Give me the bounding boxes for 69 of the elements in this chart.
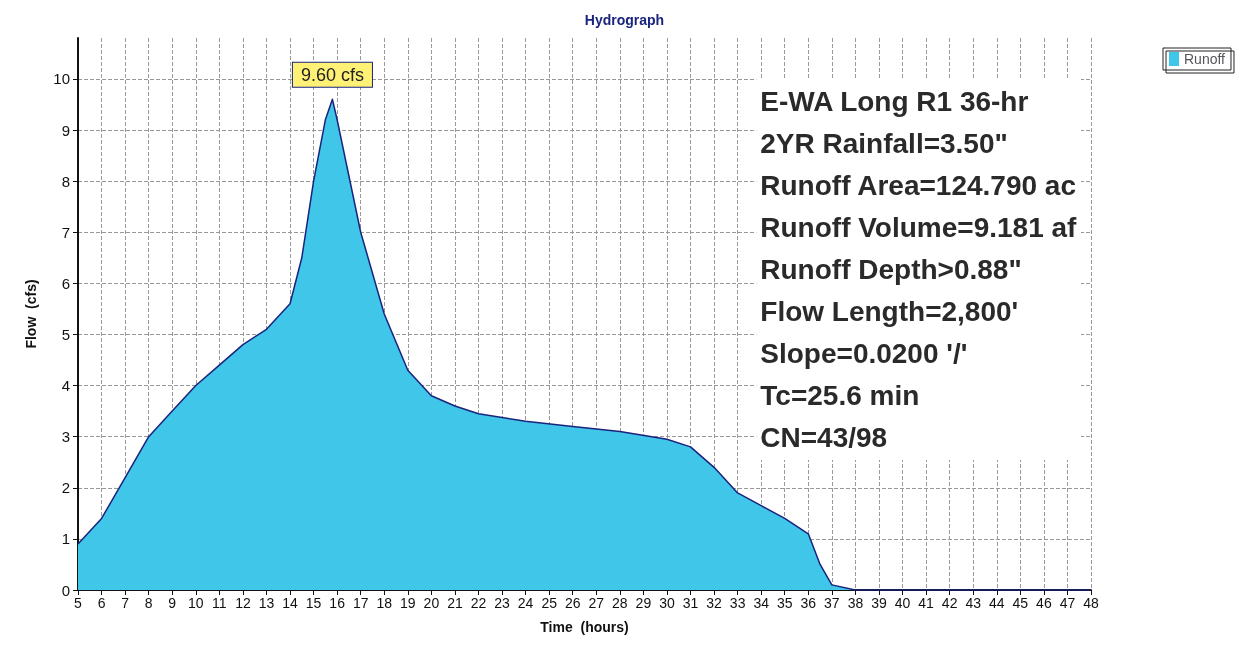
x-tick-label: 14 <box>282 595 299 611</box>
annotation: CN=43/98 <box>760 421 888 453</box>
x-tick-label: 9 <box>168 595 177 611</box>
x-tick-label: 32 <box>706 595 723 611</box>
y-tick-label: 6 <box>61 274 70 292</box>
x-tick-label: 33 <box>729 595 746 611</box>
y-axis-title: Flow (cfs) <box>23 279 39 349</box>
annotation: Runoff Depth>0.88" <box>760 253 1022 285</box>
x-tick-label: 48 <box>1083 595 1099 611</box>
x-tick-label: 31 <box>682 595 699 611</box>
x-tick-label: 34 <box>753 595 770 611</box>
x-tick-label: 13 <box>258 595 275 611</box>
x-tick-label: 17 <box>352 595 369 611</box>
x-axis-title: Time (hours) <box>540 619 629 635</box>
x-tick-label: 5 <box>74 595 83 611</box>
x-tick-label: 11 <box>212 595 227 611</box>
x-tick-label: 28 <box>612 595 628 611</box>
x-tick-label: 44 <box>988 595 1005 611</box>
x-tick-label: 27 <box>588 595 605 611</box>
x-tick-label: 35 <box>776 595 793 611</box>
x-tick-label: 6 <box>97 595 106 611</box>
x-tick-label: 47 <box>1059 595 1076 611</box>
x-tick-label: 7 <box>121 595 130 611</box>
annotation: Runoff Volume=9.181 af <box>760 211 1078 243</box>
annotation: E-WA Long R1 36-hr <box>760 85 1029 117</box>
x-tick-label: 24 <box>517 595 534 611</box>
chart-title: Hydrograph <box>584 12 665 28</box>
y-tick-label: 10 <box>53 70 70 88</box>
x-tick-label: 10 <box>188 595 204 611</box>
annotation: 2YR Rainfall=3.50" <box>760 127 1008 159</box>
x-tick-label: 38 <box>847 595 864 611</box>
x-tick-label: 37 <box>824 595 840 611</box>
y-tick-label: 8 <box>61 172 70 190</box>
y-tick-label: 4 <box>61 377 70 395</box>
x-tick-label: 22 <box>470 595 487 611</box>
x-tick-label: 21 <box>447 595 463 611</box>
x-tick-label: 41 <box>918 595 935 611</box>
x-tick-label: 16 <box>329 595 346 611</box>
annotation: Flow Length=2,800' <box>760 295 1019 327</box>
y-tick-label: 5 <box>61 325 70 343</box>
x-tick-label: 40 <box>894 595 911 611</box>
y-tick-label: 2 <box>61 479 70 497</box>
annotation: Slope=0.0200 '/' <box>760 337 968 369</box>
y-tick-label: 9 <box>61 121 70 139</box>
x-tick-label: 26 <box>564 595 581 611</box>
x-tick-label: 36 <box>800 595 817 611</box>
x-tick-label: 12 <box>235 595 251 611</box>
x-tick-label: 30 <box>659 595 675 611</box>
annotation: 9.60 cfs <box>300 64 364 85</box>
y-tick-label: 0 <box>61 581 70 599</box>
x-tick-label: 39 <box>871 595 887 611</box>
x-tick-label: 25 <box>541 595 558 611</box>
annotation: Runoff Area=124.790 ac <box>760 169 1076 201</box>
y-tick-label: 3 <box>61 428 70 446</box>
x-tick-label: 42 <box>941 595 958 611</box>
x-tick-label: 29 <box>635 595 652 611</box>
x-tick-label: 20 <box>423 595 440 611</box>
y-tick-label: 7 <box>61 223 70 241</box>
x-tick-label: 19 <box>400 595 416 611</box>
x-tick-label: 23 <box>494 595 511 611</box>
x-tick-label: 46 <box>1036 595 1052 611</box>
x-tick-label: 18 <box>376 595 393 611</box>
x-tick-label: 45 <box>1012 595 1029 611</box>
annotation: Tc=25.6 min <box>760 379 920 411</box>
x-tick-label: 8 <box>144 595 153 611</box>
legend-label: Runoff <box>1184 51 1226 67</box>
x-tick-label: 15 <box>305 595 322 611</box>
x-tick-label: 43 <box>965 595 982 611</box>
y-tick-label: 1 <box>61 530 70 548</box>
